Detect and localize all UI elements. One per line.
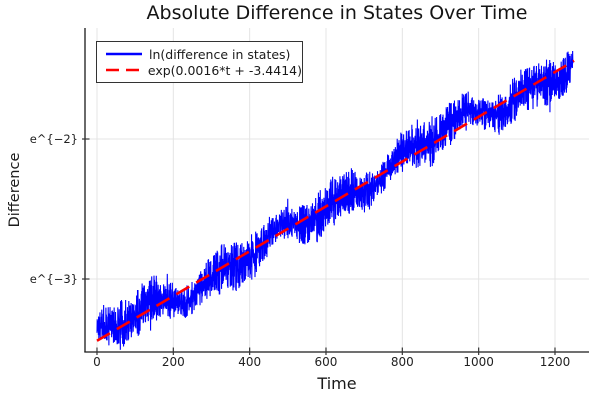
x-axis-label: Time [317, 374, 357, 393]
y-tick-label: e^{−3} [29, 272, 78, 286]
series-layer [96, 51, 575, 350]
legend-label-data: ln(difference in states) [149, 46, 291, 62]
x-tick-label: 1000 [463, 355, 494, 369]
legend-line-sample-dashed [106, 68, 142, 72]
red-fit-line [96, 59, 575, 342]
x-tick-label: 200 [161, 355, 185, 369]
legend-line-sample-solid [106, 52, 142, 56]
x-tick-label: 0 [93, 355, 101, 369]
x-tick-label: 800 [390, 355, 414, 369]
blue-series-path [96, 51, 574, 350]
y-tick-label: e^{−2} [29, 132, 78, 146]
legend-label-fit: exp(0.0016*t + -3.4414) [147, 62, 302, 78]
legend-box: ln(difference in states) exp(0.0016*t + … [96, 41, 303, 83]
legend-entry-data: ln(difference in states) [105, 47, 302, 62]
legend-entry-fit: exp(0.0016*t + -3.4414) [105, 63, 302, 78]
x-tick-label: 1200 [539, 355, 571, 369]
x-tick-label: 400 [238, 355, 262, 369]
chart-title: Absolute Difference in States Over Time [146, 2, 528, 24]
x-tick-label: 600 [314, 355, 338, 369]
